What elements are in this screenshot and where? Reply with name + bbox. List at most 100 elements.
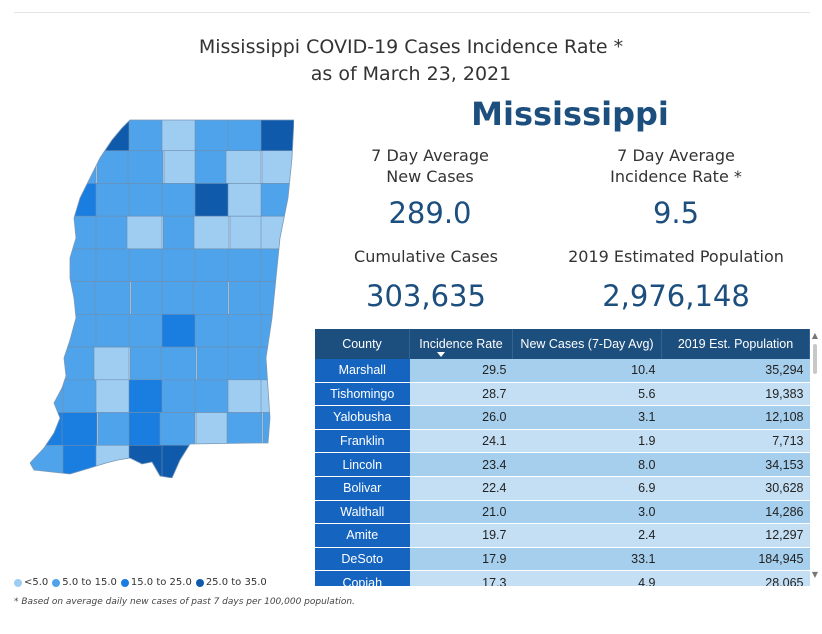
county-shape[interactable] [30, 412, 67, 446]
table-row[interactable]: Lincoln 23.4 8.0 34,153 [315, 452, 810, 477]
county-shape[interactable] [95, 118, 132, 152]
county-shape[interactable] [30, 379, 66, 413]
county-shape[interactable] [30, 248, 66, 282]
table-row[interactable]: Amite 19.7 2.4 12,297 [315, 523, 810, 548]
county-shape[interactable] [96, 150, 133, 184]
county-table[interactable]: County Incidence Rate New Cases (7-Day A… [315, 329, 810, 586]
county-shape[interactable] [95, 183, 132, 217]
county-shape[interactable] [196, 346, 233, 381]
county-shape[interactable] [62, 314, 99, 348]
county-shape[interactable] [127, 150, 164, 184]
county-shape[interactable] [227, 379, 264, 413]
county-shape[interactable] [260, 379, 294, 413]
county-shape[interactable] [95, 444, 132, 478]
county-shape[interactable] [30, 183, 66, 217]
county-shape[interactable] [30, 215, 65, 250]
table-row[interactable]: Copiah 17.3 4.9 28,065 [315, 570, 810, 586]
county-shape[interactable] [128, 248, 165, 282]
table-row[interactable]: Tishomingo 28.7 5.6 19,383 [315, 382, 810, 407]
county-shape[interactable] [126, 215, 163, 250]
table-row[interactable]: Walthall 21.0 3.0 14,286 [315, 500, 810, 525]
county-shape[interactable] [95, 314, 132, 348]
county-shape[interactable] [128, 314, 165, 348]
county-shape[interactable] [95, 248, 132, 282]
county-shape[interactable] [161, 183, 198, 217]
county-shape[interactable] [128, 183, 165, 217]
county-shape[interactable] [30, 281, 64, 315]
county-shape[interactable] [258, 346, 294, 381]
county-shape[interactable] [30, 314, 66, 348]
table-row[interactable]: Bolivar 22.4 6.9 30,628 [315, 476, 810, 501]
county-shape[interactable] [129, 346, 166, 381]
county-shape[interactable] [227, 444, 264, 478]
county-shape[interactable] [259, 281, 294, 315]
county-shape[interactable] [94, 281, 131, 315]
county-shape[interactable] [30, 118, 66, 152]
county-shape[interactable] [161, 379, 198, 413]
county-shape[interactable] [95, 215, 132, 250]
county-shape[interactable] [195, 412, 232, 446]
county-shape[interactable] [194, 444, 231, 478]
county-shape[interactable] [227, 183, 264, 217]
county-shape[interactable] [62, 346, 99, 381]
county-shape[interactable] [63, 281, 100, 315]
county-shape[interactable] [262, 412, 294, 446]
county-shape[interactable] [260, 314, 294, 348]
scroll-thumb[interactable] [813, 344, 817, 374]
county-shape[interactable] [159, 412, 196, 446]
county-shape[interactable] [128, 118, 165, 152]
table-row[interactable]: DeSoto 17.9 33.1 184,945 [315, 547, 810, 572]
table-scrollbar[interactable]: ▲ ▼ [810, 329, 820, 586]
county-shape[interactable] [229, 215, 266, 250]
county-shape[interactable] [161, 248, 198, 282]
column-header-county[interactable]: County [315, 329, 410, 359]
county-shape[interactable] [95, 379, 132, 413]
county-choropleth-map[interactable] [30, 118, 294, 478]
county-shape[interactable] [193, 215, 230, 250]
county-shape[interactable] [227, 118, 264, 152]
county-shape[interactable] [261, 150, 294, 184]
column-header-population[interactable]: 2019 Est. Population [661, 329, 810, 359]
county-shape[interactable] [128, 412, 165, 446]
table-row[interactable]: Marshall 29.5 10.4 35,294 [315, 359, 810, 383]
county-shape[interactable] [194, 118, 231, 152]
county-shape[interactable] [194, 379, 231, 413]
column-header-incidence-rate[interactable]: Incidence Rate [409, 329, 513, 359]
county-shape[interactable] [130, 281, 167, 315]
county-shape[interactable] [128, 379, 165, 413]
county-shape[interactable] [62, 183, 99, 217]
county-shape[interactable] [62, 379, 99, 413]
county-shape[interactable] [60, 150, 97, 184]
county-shape[interactable] [163, 150, 200, 184]
county-shape[interactable] [162, 215, 199, 250]
county-shape[interactable] [161, 281, 198, 315]
county-shape[interactable] [194, 314, 231, 348]
table-row[interactable]: Franklin 24.1 1.9 7,713 [315, 429, 810, 454]
county-shape[interactable] [30, 150, 66, 184]
column-header-new-cases[interactable]: New Cases (7-Day Avg) [512, 329, 662, 359]
county-shape[interactable] [161, 118, 198, 152]
county-shape[interactable] [225, 150, 262, 184]
county-shape[interactable] [226, 412, 263, 446]
scroll-down-icon[interactable]: ▼ [811, 570, 819, 579]
county-shape[interactable] [194, 150, 231, 184]
county-shape[interactable] [160, 346, 197, 381]
scroll-up-icon[interactable]: ▲ [811, 331, 819, 340]
county-shape[interactable] [260, 444, 294, 478]
county-shape[interactable] [228, 281, 265, 315]
county-shape[interactable] [227, 346, 264, 381]
county-shape[interactable] [227, 248, 264, 282]
county-shape[interactable] [62, 248, 99, 282]
county-shape[interactable] [161, 314, 198, 348]
county-shape[interactable] [62, 118, 99, 152]
county-shape[interactable] [194, 248, 231, 282]
county-shape[interactable] [64, 215, 101, 250]
county-shape[interactable] [62, 444, 99, 478]
county-shape[interactable] [260, 215, 294, 250]
table-row[interactable]: Yalobusha 26.0 3.1 12,108 [315, 405, 810, 430]
county-shape[interactable] [260, 118, 294, 152]
county-shape[interactable] [227, 314, 264, 348]
county-shape[interactable] [61, 412, 98, 446]
county-shape[interactable] [194, 183, 231, 217]
county-shape[interactable] [93, 346, 130, 381]
